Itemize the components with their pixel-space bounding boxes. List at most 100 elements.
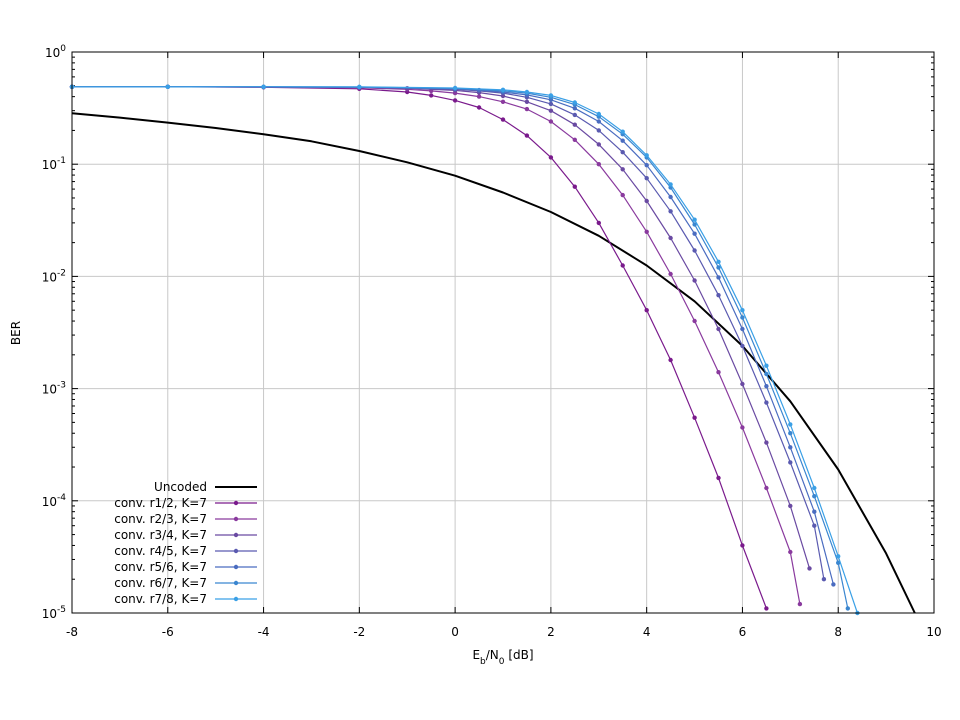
data-point <box>716 370 721 375</box>
data-point <box>524 133 530 138</box>
series-line <box>71 112 916 614</box>
data-point <box>740 381 745 387</box>
legend-entry: conv. r5/6, K=7 <box>114 560 257 574</box>
data-point <box>668 357 673 363</box>
grid <box>71 51 935 614</box>
series-7 <box>69 84 860 616</box>
x-tick-label: 8 <box>834 625 842 639</box>
legend-label: conv. r2/3, K=7 <box>114 512 207 526</box>
data-point <box>500 99 506 105</box>
legend-marker <box>233 564 239 570</box>
data-point <box>572 122 577 127</box>
x-tick-label: -4 <box>258 625 270 639</box>
data-point <box>740 308 745 313</box>
legend-marker <box>233 548 239 554</box>
data-point <box>644 153 649 158</box>
data-point <box>572 106 577 111</box>
y-tick-base: 10 <box>42 158 57 172</box>
data-point <box>524 99 530 105</box>
x-axis-title-sub2: 0 <box>499 657 505 667</box>
data-point <box>788 460 793 465</box>
data-point <box>788 445 793 450</box>
data-point <box>357 84 362 90</box>
legend-entry: conv. r4/5, K=7 <box>114 544 257 558</box>
x-tick-label: 10 <box>926 625 941 639</box>
y-axis-title: BER <box>9 321 23 345</box>
x-axis-title-mid: /N <box>486 648 499 662</box>
data-point <box>740 326 745 332</box>
legend-label: conv. r1/2, K=7 <box>114 496 207 510</box>
data-point <box>740 543 745 548</box>
legend-marker <box>233 500 239 506</box>
data-point <box>807 566 812 571</box>
data-point <box>572 100 577 105</box>
data-point <box>572 112 577 118</box>
series-line <box>72 86 801 605</box>
data-point <box>548 93 554 98</box>
data-point <box>500 87 506 93</box>
x-tick-label: -2 <box>353 625 365 639</box>
data-point <box>476 105 482 110</box>
data-point <box>596 220 601 226</box>
data-point <box>797 601 803 607</box>
data-point <box>692 278 697 283</box>
x-tick-labels: -8 -6 -4 -2 0 2 4 6 8 10 <box>66 625 942 639</box>
data-point <box>812 509 817 514</box>
data-point <box>644 198 649 204</box>
series-0 <box>71 112 916 614</box>
legend-label: conv. r6/7, K=7 <box>114 576 207 590</box>
y-tick-base: 10 <box>42 607 57 621</box>
y-tick-exponent: -4 <box>57 493 66 503</box>
data-point <box>764 606 769 611</box>
legend-entry: conv. r2/3, K=7 <box>114 512 257 526</box>
x-axis-title-sub1: b <box>480 657 486 667</box>
legend-entry: conv. r3/4, K=7 <box>114 528 257 542</box>
data-point <box>620 138 625 143</box>
data-point <box>821 577 827 582</box>
y-tick-label: 10-2 <box>42 268 66 284</box>
data-point <box>620 150 625 155</box>
data-point <box>668 235 673 241</box>
data-point <box>716 475 721 481</box>
data-point <box>668 194 673 200</box>
data-point <box>596 162 601 167</box>
data-point <box>692 222 697 227</box>
legend-label: conv. r7/8, K=7 <box>114 592 207 606</box>
data-point <box>476 94 482 99</box>
data-point <box>620 263 625 268</box>
data-point <box>165 84 170 90</box>
data-point <box>668 209 673 214</box>
data-point <box>644 176 649 181</box>
data-point <box>668 271 673 277</box>
data-point <box>788 422 793 427</box>
legend-marker <box>233 516 239 522</box>
x-tick-label: 6 <box>739 625 747 639</box>
y-tick-label: 10-4 <box>42 493 67 509</box>
data-point <box>740 315 745 320</box>
legend-entry: Uncoded <box>154 480 257 494</box>
series-line <box>72 86 767 609</box>
data-point <box>596 111 601 117</box>
data-point <box>644 163 649 168</box>
data-point <box>548 108 554 113</box>
data-point <box>716 259 721 264</box>
data-point <box>692 231 697 236</box>
data-point <box>716 265 721 270</box>
data-point <box>452 85 458 91</box>
data-point <box>620 129 625 134</box>
data-point <box>692 318 697 324</box>
legend-entry: conv. r7/8, K=7 <box>114 592 257 606</box>
legend-marker <box>233 596 239 602</box>
data-point <box>596 128 601 133</box>
data-point <box>788 503 793 509</box>
data-point <box>668 182 673 187</box>
data-point <box>429 93 434 98</box>
data-point <box>845 606 850 611</box>
x-tick-label: 4 <box>643 625 651 639</box>
y-tick-label: 10-1 <box>42 156 66 172</box>
data-point <box>644 229 649 234</box>
data-point <box>812 494 817 499</box>
data-point <box>500 117 506 122</box>
